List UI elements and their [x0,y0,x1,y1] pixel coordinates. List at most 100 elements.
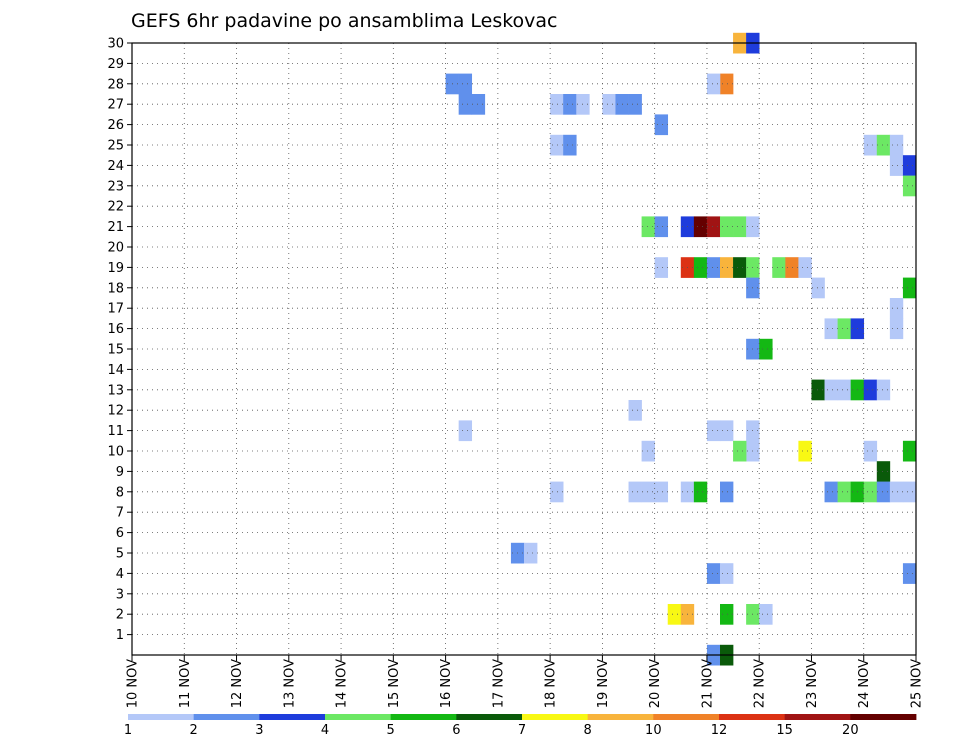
y-tick-label: 5 [116,547,124,562]
heatmap-cell [889,318,904,340]
colorbar-swatch [193,714,260,720]
y-tick-label: 1 [116,628,124,643]
heatmap-cell [824,481,838,503]
y-tick-label: 15 [107,343,124,358]
heatmap-cell [706,420,721,442]
heatmap-cell [889,134,904,156]
y-tick-label: 7 [116,506,124,521]
y-tick-label: 28 [107,77,124,92]
heatmap-cell [837,318,851,340]
heatmap-cell [902,563,917,584]
x-tick-label: 25 NOV [910,659,925,708]
x-tick-label: 13 NOV [282,659,297,708]
y-tick-label: 19 [107,261,124,276]
heatmap-cell [811,277,825,299]
heatmap-cell [889,298,904,319]
heatmap-cell [837,481,851,503]
y-tick-label: 2 [116,608,124,623]
heatmap-cell [550,94,564,115]
y-tick-label: 21 [107,220,124,235]
y-tick-label: 29 [107,57,124,72]
y-tick-label: 23 [107,179,124,194]
x-tick-label: 18 NOV [544,659,559,708]
heatmap-cells [445,32,917,666]
heatmap-cell [902,481,917,503]
chart-title: GEFS 6hr padavine po ansamblima Leskovac [131,10,558,32]
heatmap-cell [759,604,773,625]
heatmap-cell [654,216,669,238]
colorbar-label: 4 [321,723,329,738]
colorbar-label: 3 [255,723,263,738]
x-tick-label: 22 NOV [753,659,768,708]
y-tick-label: 12 [107,404,124,419]
colorbar-swatch [325,714,392,720]
heatmap-cell [693,257,708,278]
heatmap-cell [458,420,473,442]
x-tick-label: 19 NOV [596,659,611,708]
colorbar-swatch [719,714,786,720]
colorbar-label: 2 [190,723,198,738]
heatmap-cell [706,73,721,95]
heatmap-cell [837,379,851,401]
heatmap-cell [824,379,838,401]
y-tick-label: 20 [107,241,124,256]
heatmap-cell [654,481,669,503]
y-tick-label: 25 [107,139,124,154]
colorbar-label: 20 [842,723,859,738]
colorbar-swatch [587,714,654,720]
y-tick-label: 30 [107,37,124,52]
heatmap-cell [706,216,721,238]
heatmap-cell [628,94,642,115]
heatmap-cell [772,257,786,278]
heatmap-cell [876,461,891,482]
x-tick-label: 12 NOV [230,659,245,708]
heatmap-cell [563,134,577,156]
colorbar-label: 10 [645,723,662,738]
y-tick-label: 6 [116,526,124,541]
y-tick-label: 16 [107,322,124,337]
colorbar-swatch [653,714,720,720]
heatmap-cell [876,134,891,156]
y-tick-label: 11 [107,424,124,439]
heatmap-cell [759,338,773,360]
heatmap-cell [720,481,734,503]
y-tick-label: 24 [107,159,124,174]
y-tick-label: 18 [107,281,124,296]
colorbar-swatch [522,714,589,720]
x-tick-label: 16 NOV [439,659,454,708]
heatmap-cell [654,114,669,136]
heatmap-cell [720,420,734,442]
heatmap-cell [798,257,812,278]
y-tick-label: 8 [116,485,124,500]
heatmap-cell [876,379,891,401]
heatmap-cell [524,542,538,564]
colorbar-swatch [390,714,457,720]
heatmap-cell [706,257,721,278]
heatmap-cell [733,257,747,278]
colorbar-swatch [128,714,195,720]
heatmap-cell [798,440,812,462]
colorbar-label: 6 [452,723,460,738]
colorbar-label: 8 [584,723,592,738]
heatmap-cell [628,400,642,421]
x-tick-label: 14 NOV [335,659,350,708]
x-tick-label: 24 NOV [857,659,872,708]
heatmap-cell [458,73,473,95]
heatmap-cell [693,216,708,238]
heatmap-cell [902,440,917,462]
colorbar-swatch [259,714,326,720]
colorbar-swatch [850,714,917,720]
colorbar-swatch [784,714,851,720]
y-tick-label: 26 [107,118,124,133]
colorbar-swatch [456,714,523,720]
y-tick-label: 27 [107,98,124,113]
x-tick-label: 21 NOV [700,659,715,708]
heatmap-cell [641,216,655,238]
heatmap-cell [720,604,734,625]
heatmap-cell [550,481,564,503]
heatmap-cell [720,73,734,95]
heatmap-cell [641,481,655,503]
heatmap-cell [693,481,708,503]
heatmap-cell [889,481,904,503]
